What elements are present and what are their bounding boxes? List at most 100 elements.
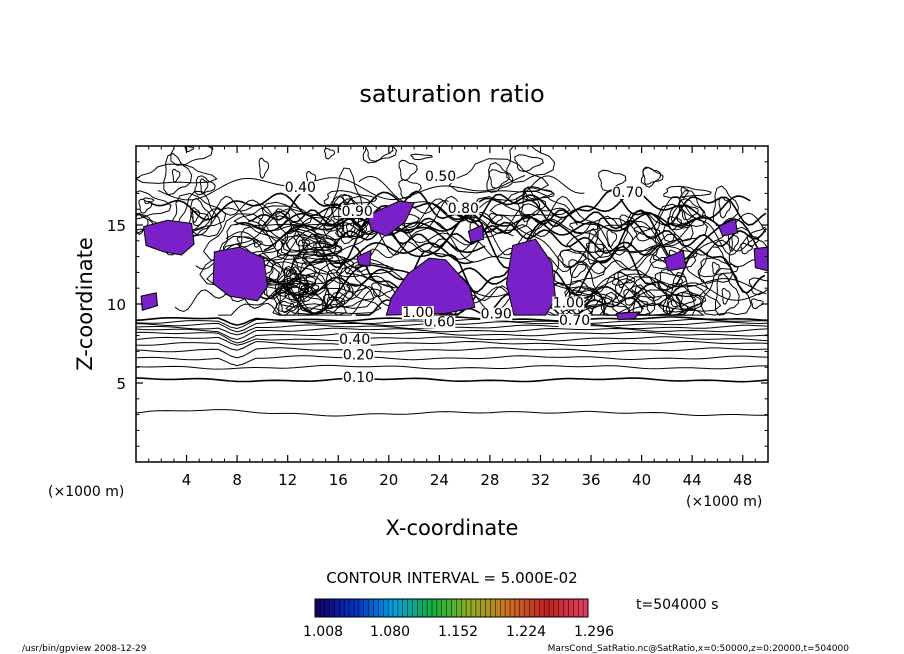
contour-loop: [301, 238, 311, 249]
supersaturated-region: [505, 238, 557, 316]
contour-loop: [171, 192, 227, 234]
supersaturated-region: [212, 246, 269, 302]
contour-line: [352, 243, 766, 296]
contour-loop: [206, 254, 301, 287]
contour-loop: [334, 218, 367, 238]
colorbar-cell: [519, 599, 525, 617]
contour-interval: CONTOUR INTERVAL = 5.000E-02: [326, 569, 577, 587]
supersaturation-regions: [140, 200, 769, 321]
x-tick-label: 44: [683, 471, 702, 489]
colorbar-cell: [495, 599, 501, 617]
contour-label-bg: [611, 185, 644, 199]
colorbar-cell: [368, 599, 374, 617]
x-axis-label: X-coordinate: [386, 516, 519, 540]
contour-label: 0.40: [285, 180, 316, 196]
contour-loop: [667, 216, 682, 231]
contour-loop: [506, 145, 556, 184]
colorbar-tick-labels: 1.008 1.080 1.152 1.224 1.296: [303, 624, 614, 640]
colorbar-cell: [485, 599, 491, 617]
contour-loop: [274, 248, 348, 308]
colorbar-cell: [451, 599, 457, 617]
colorbar-cell: [583, 599, 589, 617]
contour-loop: [711, 261, 720, 275]
supersaturated-region: [143, 219, 195, 256]
colorbar-cell: [568, 599, 574, 617]
y-tick-label: 15: [107, 217, 126, 235]
supersaturated-region: [356, 249, 372, 267]
contour-line: [225, 222, 514, 247]
contour-label-bg: [401, 306, 434, 320]
contour-line: [135, 327, 769, 341]
supersaturated-region: [615, 311, 641, 321]
colorbar-cell: [373, 599, 379, 617]
colorbar-cell: [446, 599, 452, 617]
contour-loop: [612, 271, 636, 286]
colorbar-cell: [432, 599, 438, 617]
x-axis-ticks: 4 8 12 16 20 24 28 32 36 40 44 48: [148, 146, 756, 489]
colorbar-cell: [388, 599, 394, 617]
contour-label: 0.50: [425, 169, 456, 185]
contour-loop: [585, 242, 606, 254]
colorbar-cell: [363, 599, 369, 617]
x-tick-label: 28: [480, 471, 499, 489]
colorbar-tick-label: 1.224: [506, 624, 546, 640]
contour-loop: [667, 223, 691, 231]
colorbar-cell: [427, 599, 433, 617]
contour-line: [135, 364, 768, 370]
contour-loop: [272, 275, 347, 316]
colorbar-cell: [549, 599, 555, 617]
colorbar-cell: [510, 599, 516, 617]
contour-loop: [658, 284, 722, 313]
contour-loop: [653, 245, 698, 262]
contour-line: [135, 347, 769, 359]
contour-loop: [291, 233, 342, 276]
contour-line: [195, 215, 714, 270]
contour-loop: [324, 147, 336, 160]
x-unit-right: (×1000 m): [686, 494, 762, 510]
contour-loop: [286, 269, 296, 290]
contour-label: 1.00: [402, 305, 433, 321]
contour-label: 0.20: [343, 348, 374, 364]
supersaturated-region: [366, 200, 415, 237]
contour-label-bg: [338, 332, 371, 346]
contour-loop: [305, 274, 317, 293]
contour-loop: [163, 152, 193, 196]
colorbar-cell: [578, 599, 584, 617]
x-tick-label: 20: [379, 471, 398, 489]
contour-loop: [258, 157, 270, 179]
contour-line: [135, 331, 769, 344]
colorbar-cell: [319, 599, 326, 617]
x-tick-label: 16: [329, 471, 348, 489]
contour-loop: [598, 169, 627, 192]
contour-label: 0.90: [342, 204, 373, 220]
contour-labels: 0.100.200.400.60 0.901.00 0.701.000.500.70…: [284, 169, 644, 386]
colorbar-cell: [407, 599, 413, 617]
contour-loop: [516, 195, 547, 217]
contour-loop: [727, 232, 739, 252]
colorbar-cell: [397, 599, 404, 617]
colorbar-cell: [529, 599, 535, 617]
contour-loop: [293, 234, 322, 247]
contour-loop: [280, 228, 339, 257]
contour-loop: [640, 167, 664, 185]
contour-loop: [191, 206, 200, 223]
contour-label: 0.70: [612, 185, 643, 201]
colorbar-cell: [354, 599, 360, 617]
contour-loop: [298, 239, 309, 259]
contour-label: 0.70: [559, 313, 590, 329]
contour-loop: [489, 190, 571, 217]
colorbar-tick-label: 1.296: [574, 624, 614, 640]
contour-loop: [654, 203, 709, 248]
colorbar-cell: [461, 599, 467, 617]
supersaturated-region: [140, 292, 159, 311]
contour-line: [135, 340, 769, 351]
contour-loop: [276, 235, 337, 261]
contour-loop: [275, 208, 290, 228]
colorbar-cell: [505, 599, 511, 617]
supersaturated-region: [663, 249, 687, 272]
contour-line: [135, 336, 769, 346]
contour-loop: [554, 248, 606, 286]
contour-loop: [522, 186, 555, 201]
contour-loop: [325, 279, 351, 302]
contour-loop: [740, 242, 753, 255]
